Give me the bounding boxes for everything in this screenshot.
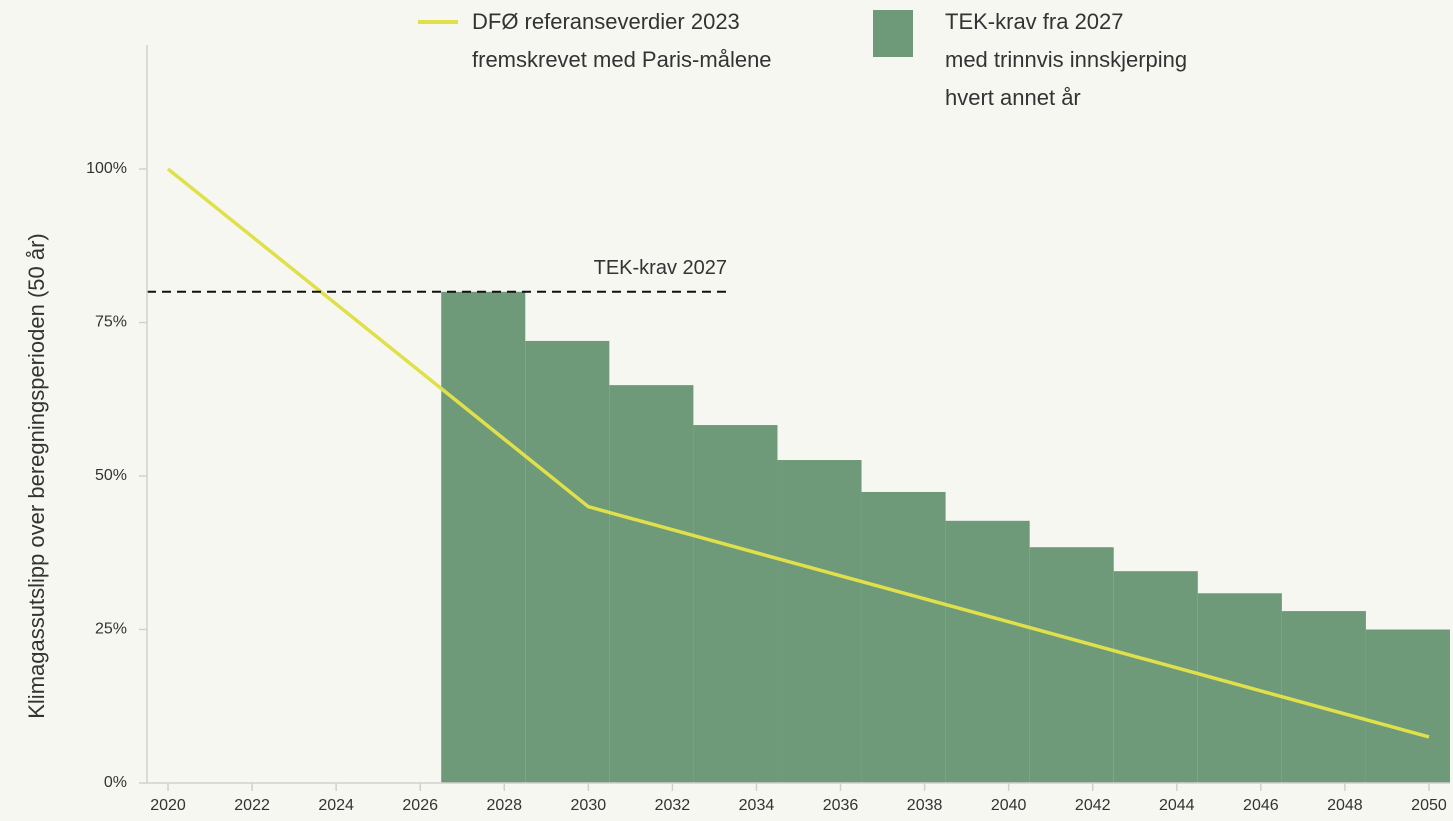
y-axis-label: Klimagassutslipp over beregningsperioden… [24,233,49,719]
x-tick-label: 2050 [1411,797,1447,814]
y-tick-label: 25% [95,621,127,638]
y-tick-label: 0% [104,774,127,791]
step-bar [525,340,610,783]
x-tick-label: 2026 [402,797,438,814]
y-tick-label: 50% [95,467,127,484]
step-bar [861,491,946,783]
x-tick-label: 2034 [739,797,775,814]
step-bar [441,291,526,783]
x-tick-label: 2038 [907,797,943,814]
x-tick-label: 2024 [318,797,354,814]
reference-label: TEK-krav 2027 [594,257,727,279]
line [166,167,1430,739]
x-tick-label: 2048 [1327,797,1363,814]
legend-label: TEK-krav fra 2027 med trinnvis innskjerp… [945,9,1188,110]
step-bar [1281,611,1366,783]
x-tick-label: 2036 [823,797,859,814]
step-bar [1029,547,1114,783]
step-bar [693,425,778,783]
step-bar [1113,571,1198,783]
x-tick-label: 2028 [486,797,522,814]
x-tick-label: 2020 [150,797,186,814]
y-tick-label: 100% [86,160,127,177]
step-bar [1365,629,1450,783]
x-tick-label: 2022 [234,797,270,814]
legend-swatch [418,20,458,24]
step-bar [1197,593,1282,783]
step-bar [777,460,862,783]
legend-label: DFØ referanseverdier 2023 fremskrevet me… [472,9,772,72]
x-tick-label: 2046 [1243,797,1279,814]
x-tick-label: 2032 [655,797,691,814]
step-bar [945,520,1030,783]
x-tick-label: 2030 [571,797,607,814]
y-tick-label: 75% [95,314,127,331]
legend-swatch [873,10,913,57]
x-tick-label: 2044 [1159,797,1195,814]
x-tick-label: 2040 [991,797,1027,814]
x-tick-label: 2042 [1075,797,1111,814]
step-bar [609,385,694,783]
